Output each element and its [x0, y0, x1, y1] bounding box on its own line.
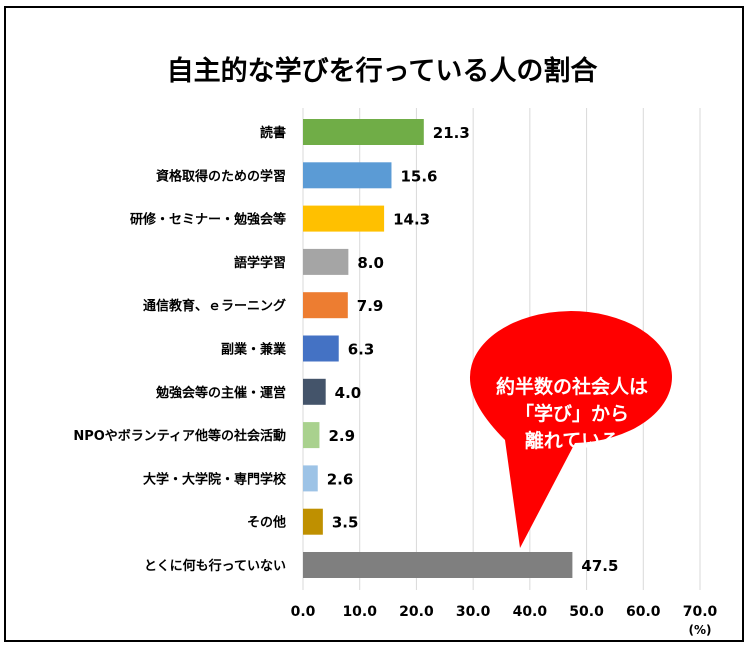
x-tick-label: 0.0 [291, 604, 316, 620]
bar [303, 378, 326, 405]
category-label: NPOやボランティア他等の社会活動 [73, 428, 286, 444]
bar [303, 119, 424, 145]
x-tick-label: 20.0 [399, 604, 434, 620]
unit-label: (%) [689, 623, 712, 637]
bar [303, 248, 349, 275]
bar [303, 422, 320, 449]
value-label: 15.6 [400, 167, 437, 185]
category-label: 語学学習 [234, 255, 286, 271]
category-labels: 読書資格取得のための学習研修・セミナー・勉強会等語学学習通信教育、ｅラーニング副… [73, 125, 287, 574]
x-tick-label: 50.0 [569, 604, 604, 620]
value-label: 6.3 [348, 341, 375, 359]
x-tick-label: 10.0 [342, 604, 377, 620]
category-label: 大学・大学院・専門学校 [143, 471, 287, 487]
value-labels: 21.3 15.6 14.3 8.0 7.9 6.3 4.0 2.9 2.6 3.5 47.5 [327, 124, 619, 575]
value-label: 2.9 [328, 427, 355, 445]
x-axis-ticks: 0.0 10.0 20.0 30.0 40.0 50.0 60.0 70.0 [291, 604, 718, 620]
category-label: 副業・兼業 [221, 342, 287, 358]
callout-bubble: 約半数の社会人は 「学び」から 離れている [469, 311, 672, 548]
category-label: その他 [247, 515, 286, 531]
category-label: 資格取得のための学習 [156, 168, 286, 184]
bar [303, 335, 339, 362]
x-tick-label: 70.0 [683, 604, 718, 620]
bar [303, 205, 385, 232]
x-tick-label: 30.0 [456, 604, 491, 620]
chart-frame [4, 6, 744, 642]
category-label: 研修・セミナー・勉強会等 [130, 212, 286, 228]
callout-line-3: 離れている [525, 429, 619, 452]
value-label: 8.0 [357, 254, 384, 272]
value-label: 7.9 [357, 297, 384, 315]
bars [303, 119, 573, 578]
value-label: 3.5 [332, 514, 359, 532]
value-label: 4.0 [335, 384, 362, 402]
x-tick-label: 40.0 [513, 604, 548, 620]
bar [303, 162, 392, 189]
category-label: 読書 [260, 125, 286, 141]
bar [303, 552, 573, 578]
callout-line-1: 約半数の社会人は [496, 375, 648, 398]
value-label: 21.3 [433, 124, 470, 142]
callout-shape [469, 311, 672, 548]
bar [303, 508, 323, 535]
value-label: 2.6 [327, 470, 354, 488]
x-tick-label: 60.0 [626, 604, 661, 620]
callout-line-2: 「学び」から [515, 402, 629, 425]
bar [303, 465, 318, 492]
category-label: 通信教育、ｅラーニング [143, 298, 286, 314]
value-label: 14.3 [393, 211, 430, 229]
category-label: 勉強会等の主催・運営 [155, 385, 286, 401]
category-label: とくに何も行っていない [144, 558, 286, 574]
value-label: 47.5 [581, 557, 618, 575]
chart-title: 自主的な学びを行っている人の割合 [167, 55, 598, 87]
bar [303, 292, 348, 319]
